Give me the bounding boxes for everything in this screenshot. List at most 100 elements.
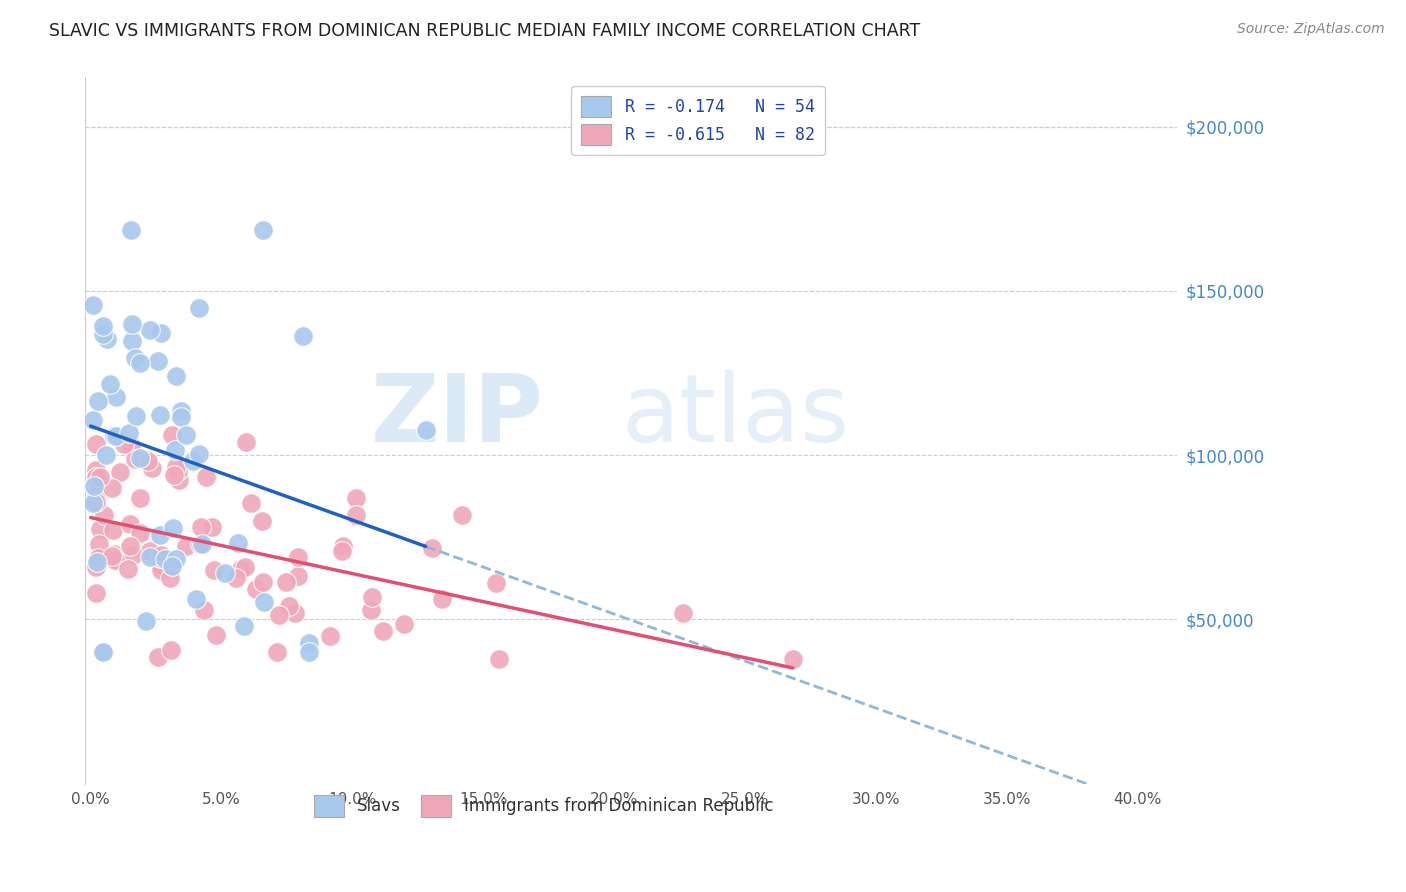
Point bbox=[104, 390, 127, 404]
Point bbox=[129, 525, 152, 540]
Point bbox=[451, 508, 474, 523]
Point bbox=[330, 544, 353, 558]
Point bbox=[149, 548, 172, 562]
Point bbox=[191, 537, 214, 551]
Point bbox=[235, 434, 257, 449]
Point bbox=[162, 427, 184, 442]
Point bbox=[162, 468, 184, 483]
Point bbox=[267, 607, 290, 622]
Point bbox=[84, 437, 107, 451]
Point bbox=[122, 548, 145, 562]
Point bbox=[139, 549, 162, 564]
Point bbox=[194, 470, 217, 484]
Point bbox=[120, 516, 142, 531]
Point bbox=[188, 301, 211, 315]
Point bbox=[124, 451, 146, 466]
Point bbox=[430, 591, 453, 606]
Point bbox=[124, 351, 146, 365]
Point bbox=[103, 429, 125, 443]
Text: Source: ZipAtlas.com: Source: ZipAtlas.com bbox=[1237, 22, 1385, 37]
Point bbox=[94, 448, 117, 462]
Point bbox=[146, 650, 169, 665]
Point bbox=[162, 521, 184, 535]
Point bbox=[174, 540, 197, 554]
Point bbox=[93, 508, 115, 522]
Point bbox=[84, 463, 107, 477]
Point bbox=[226, 536, 249, 550]
Point bbox=[420, 541, 443, 556]
Point bbox=[134, 614, 156, 628]
Point bbox=[101, 549, 124, 563]
Point bbox=[159, 571, 181, 585]
Point bbox=[141, 460, 163, 475]
Point bbox=[181, 454, 204, 468]
Point bbox=[394, 616, 416, 631]
Legend: Slavs, Immigrants from Dominican Republic: Slavs, Immigrants from Dominican Republi… bbox=[305, 787, 782, 825]
Point bbox=[239, 496, 262, 510]
Point bbox=[287, 568, 309, 582]
Point bbox=[84, 470, 107, 484]
Point bbox=[360, 603, 382, 617]
Point bbox=[125, 409, 148, 423]
Point bbox=[89, 522, 111, 536]
Point bbox=[86, 551, 108, 566]
Point bbox=[163, 443, 186, 458]
Point bbox=[139, 323, 162, 337]
Point bbox=[245, 582, 267, 596]
Point bbox=[86, 556, 108, 570]
Point bbox=[188, 447, 211, 461]
Point bbox=[165, 369, 187, 384]
Point bbox=[120, 439, 142, 453]
Point bbox=[136, 454, 159, 468]
Point bbox=[253, 595, 276, 609]
Point bbox=[170, 404, 193, 418]
Point bbox=[176, 427, 198, 442]
Point bbox=[250, 514, 273, 528]
Point bbox=[103, 547, 125, 561]
Text: ZIP: ZIP bbox=[371, 370, 544, 462]
Point bbox=[98, 376, 121, 391]
Point bbox=[287, 550, 309, 565]
Point bbox=[149, 558, 172, 573]
Point bbox=[232, 619, 254, 633]
Point bbox=[84, 560, 107, 574]
Point bbox=[415, 423, 437, 437]
Point bbox=[184, 592, 207, 607]
Text: SLAVIC VS IMMIGRANTS FROM DOMINICAN REPUBLIC MEDIAN FAMILY INCOME CORRELATION CH: SLAVIC VS IMMIGRANTS FROM DOMINICAN REPU… bbox=[49, 22, 921, 40]
Point bbox=[93, 326, 115, 341]
Point bbox=[204, 628, 226, 642]
Point bbox=[153, 552, 176, 566]
Point bbox=[84, 495, 107, 509]
Point bbox=[139, 544, 162, 558]
Point bbox=[121, 317, 143, 331]
Point bbox=[128, 356, 150, 370]
Point bbox=[166, 464, 188, 478]
Point bbox=[100, 481, 122, 495]
Point bbox=[167, 473, 190, 487]
Point bbox=[165, 552, 187, 566]
Point bbox=[292, 329, 315, 343]
Point bbox=[485, 576, 508, 591]
Point bbox=[283, 606, 305, 620]
Point bbox=[149, 409, 172, 423]
Point bbox=[252, 223, 274, 237]
Point bbox=[120, 223, 142, 237]
Point bbox=[101, 524, 124, 538]
Point bbox=[104, 553, 127, 567]
Point bbox=[170, 409, 193, 424]
Point bbox=[233, 559, 256, 574]
Point bbox=[112, 437, 135, 451]
Point bbox=[225, 571, 247, 585]
Point bbox=[105, 429, 128, 443]
Point bbox=[91, 645, 114, 659]
Point bbox=[84, 487, 107, 501]
Point bbox=[672, 606, 695, 620]
Point bbox=[149, 563, 172, 577]
Point bbox=[146, 353, 169, 368]
Point bbox=[188, 537, 211, 551]
Point bbox=[93, 645, 115, 659]
Text: atlas: atlas bbox=[621, 370, 849, 462]
Point bbox=[252, 574, 274, 589]
Point bbox=[202, 564, 225, 578]
Point bbox=[298, 645, 321, 659]
